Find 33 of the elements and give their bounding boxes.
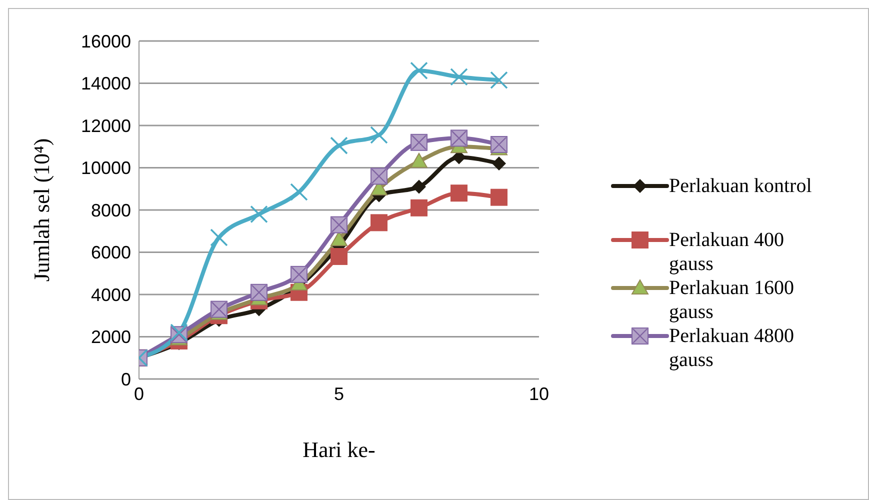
y-tick-label: 10000 xyxy=(80,158,131,178)
y-tick-label: 2000 xyxy=(90,327,131,348)
point xyxy=(450,184,468,202)
point xyxy=(410,199,428,216)
y-tick-label: 0 xyxy=(120,369,131,390)
point xyxy=(450,68,468,86)
point xyxy=(492,156,506,171)
legend-label: Perlakuan 400 gauss xyxy=(669,228,785,276)
y-tick-label: 6000 xyxy=(90,242,131,263)
point xyxy=(370,126,388,144)
x-tick-label: 0 xyxy=(134,384,144,404)
y-tick-label: 12000 xyxy=(80,116,131,136)
point xyxy=(410,62,428,80)
x-axis-title: Hari ke- xyxy=(302,437,376,462)
legend-label: Perlakuan 4800 gauss xyxy=(669,324,795,372)
y-tick-label: 16000 xyxy=(80,31,131,52)
point xyxy=(330,136,348,154)
point xyxy=(250,205,268,224)
x-tick-label: 10 xyxy=(528,384,550,404)
y-axis-title: Jumlah sel (10⁴) xyxy=(28,138,54,282)
legend-label: Perlakuan 1600 gauss xyxy=(669,276,795,324)
point xyxy=(490,188,508,206)
point xyxy=(330,231,348,246)
y-tick-label: 14000 xyxy=(80,74,131,94)
point xyxy=(410,152,428,168)
y-tick-label: 4000 xyxy=(90,284,131,305)
y-tick-label: 8000 xyxy=(90,200,131,220)
point xyxy=(330,248,348,265)
legend-label: Perlakuan kontrol xyxy=(669,174,813,198)
point xyxy=(490,71,508,89)
point xyxy=(412,180,426,194)
point xyxy=(370,214,388,232)
x-tick-label: 5 xyxy=(334,384,344,404)
